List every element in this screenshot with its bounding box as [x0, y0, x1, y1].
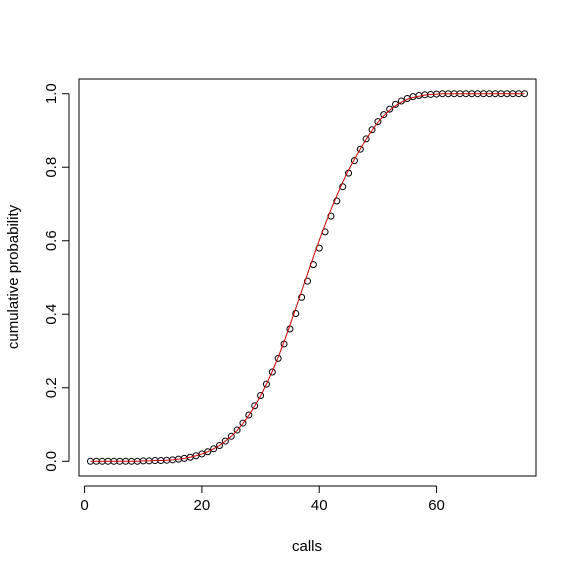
data-point — [245, 411, 253, 419]
data-point — [216, 441, 224, 449]
data-point — [292, 310, 300, 318]
series-layer — [86, 90, 529, 465]
data-point — [350, 157, 358, 165]
data-point — [274, 354, 282, 362]
data-point — [257, 391, 265, 399]
data-point — [233, 426, 241, 434]
y-axis: 0.0 0.2 0.4 0.6 0.8 1.0 — [43, 83, 70, 472]
data-point — [251, 402, 259, 410]
data-point — [362, 135, 370, 143]
data-point — [268, 368, 276, 376]
data-point — [262, 380, 270, 388]
fitted-curve-line — [90, 93, 525, 462]
data-point — [227, 432, 235, 440]
x-tick-label: 40 — [311, 497, 328, 514]
x-tick-label: 20 — [194, 497, 211, 514]
y-axis-label: cumulative probability — [5, 204, 22, 349]
x-axis: 0 20 40 60 — [80, 485, 445, 514]
x-tick-label: 0 — [80, 497, 88, 514]
y-tick-label: 0.0 — [43, 451, 60, 472]
data-point — [339, 183, 347, 191]
y-tick-label: 0.4 — [43, 304, 60, 325]
data-point — [374, 118, 382, 126]
y-tick-label: 0.6 — [43, 230, 60, 251]
data-point — [333, 197, 341, 205]
data-point — [210, 445, 218, 453]
data-point — [204, 448, 212, 456]
data-point — [386, 105, 394, 113]
y-tick-label: 0.2 — [43, 377, 60, 398]
data-point — [239, 419, 247, 427]
x-axis-label: calls — [292, 538, 322, 555]
x-tick-label: 60 — [428, 497, 445, 514]
y-tick-label: 0.8 — [43, 157, 60, 178]
points-series — [86, 90, 529, 465]
data-point — [198, 450, 206, 458]
data-point — [368, 126, 376, 134]
y-tick-label: 1.0 — [43, 83, 60, 104]
plot-frame — [78, 78, 537, 477]
data-point — [221, 437, 229, 445]
data-point — [356, 145, 364, 153]
data-point — [380, 111, 388, 119]
data-point — [298, 293, 306, 301]
